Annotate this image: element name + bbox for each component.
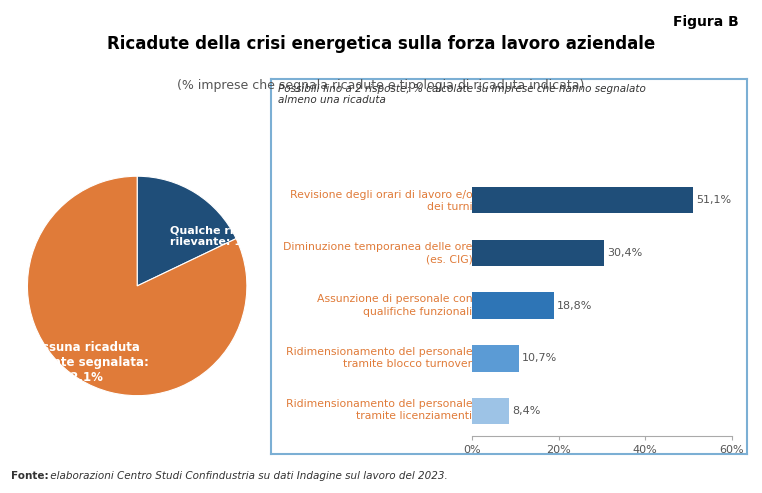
Text: Figura B: Figura B — [674, 15, 739, 29]
Text: (% imprese che segnala ricadute e tipologia di ricaduta indicata): (% imprese che segnala ricadute e tipolo… — [178, 79, 584, 92]
Bar — [472, 292, 554, 319]
Bar — [472, 398, 509, 424]
Text: Assunzione di personale con
qualifiche funzionali: Assunzione di personale con qualifiche f… — [317, 294, 472, 317]
Bar — [472, 187, 693, 213]
Text: Ridimensionamento del personale
tramite licenziamenti: Ridimensionamento del personale tramite … — [286, 399, 472, 422]
Text: Possibili fino a 2 risposte; % calcolate su imprese che hanno segnalato
almeno u: Possibili fino a 2 risposte; % calcolate… — [278, 84, 646, 106]
Wedge shape — [27, 176, 247, 396]
Text: Fonte:: Fonte: — [11, 471, 49, 481]
Bar — [472, 345, 519, 372]
Text: Ricadute della crisi energetica sulla forza lavoro aziendale: Ricadute della crisi energetica sulla fo… — [107, 35, 655, 53]
Text: elaborazioni Centro Studi Confindustria su dati Indagine sul lavoro del 2023.: elaborazioni Centro Studi Confindustria … — [47, 471, 448, 481]
Wedge shape — [137, 176, 236, 286]
Text: 51,1%: 51,1% — [696, 195, 732, 205]
Text: Diminuzione temporanea delle ore
(es. CIG): Diminuzione temporanea delle ore (es. CI… — [283, 242, 472, 265]
Text: Revisione degli orari di lavoro e/o
dei turni: Revisione degli orari di lavoro e/o dei … — [290, 190, 472, 212]
Text: 8,4%: 8,4% — [512, 406, 540, 416]
Text: 30,4%: 30,4% — [607, 248, 642, 258]
Text: Ridimensionamento del personale
tramite blocco turnover: Ridimensionamento del personale tramite … — [286, 347, 472, 369]
Text: 18,8%: 18,8% — [557, 301, 592, 311]
Text: Qualche ricaduta
rilevante: 17,9%: Qualche ricaduta rilevante: 17,9% — [170, 226, 277, 247]
Text: 10,7%: 10,7% — [522, 353, 557, 363]
Text: Nessuna ricaduta
rilevante segnalata:
82,1%: Nessuna ricaduta rilevante segnalata: 82… — [15, 341, 149, 384]
Bar — [472, 240, 604, 266]
